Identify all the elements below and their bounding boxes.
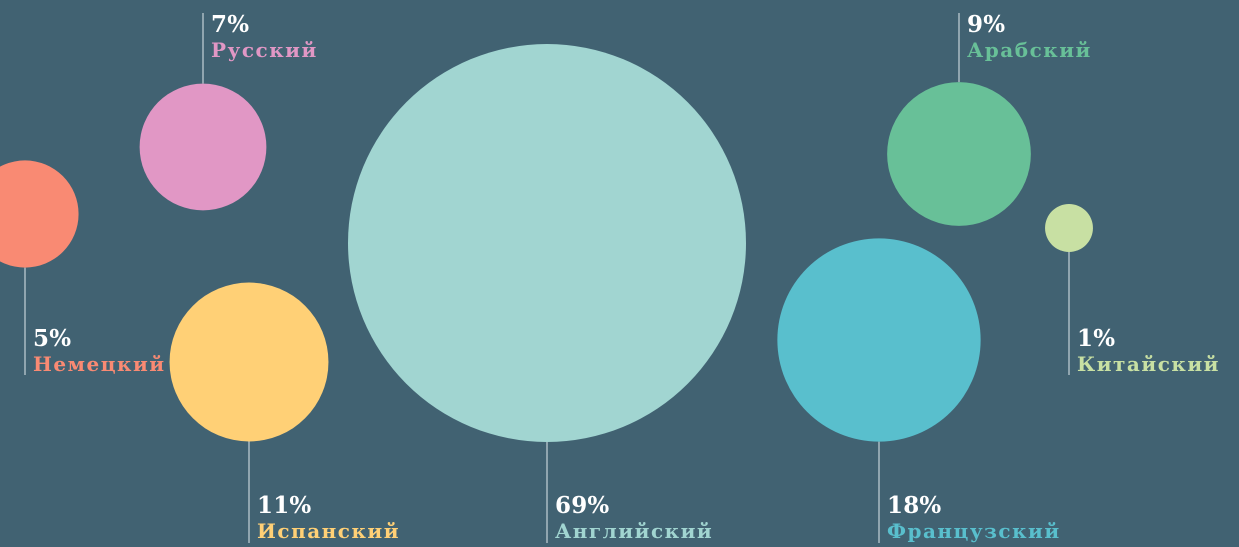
bubble-french [777, 238, 981, 442]
bubble-arabic [887, 82, 1031, 226]
bubble-spanish [169, 282, 329, 442]
value-label-arabic: 9% [967, 11, 1006, 38]
label-russian: 7% Русский [211, 13, 318, 60]
bubble-russian [139, 83, 267, 211]
label-german: 5% Немецкий [33, 327, 166, 374]
series-name-arabic: Арабский [967, 38, 1092, 62]
series-name-chinese: Китайский [1077, 352, 1221, 376]
value-label-chinese: 1% [1077, 325, 1116, 352]
value-label-french: 18% [887, 492, 942, 519]
series-name-english: Английский [555, 519, 714, 543]
label-arabic: 9% Арабский [967, 13, 1092, 60]
series-name-spanish: Испанский [257, 519, 401, 543]
series-name-french: Французский [887, 519, 1061, 543]
value-label-english: 69% [555, 492, 610, 519]
bubble-german [0, 160, 79, 268]
series-name-german: Немецкий [33, 352, 166, 376]
label-chinese: 1% Китайский [1077, 327, 1220, 374]
label-spanish: 11% Испанский [257, 494, 400, 541]
label-english: 69% Английский [555, 494, 713, 541]
bubble-chinese [1045, 204, 1093, 252]
value-label-spanish: 11% [257, 492, 312, 519]
bubble-english [348, 44, 746, 442]
value-label-russian: 7% [211, 11, 250, 38]
value-label-german: 5% [33, 325, 72, 352]
series-name-russian: Русский [211, 38, 318, 62]
label-french: 18% Французский [887, 494, 1061, 541]
